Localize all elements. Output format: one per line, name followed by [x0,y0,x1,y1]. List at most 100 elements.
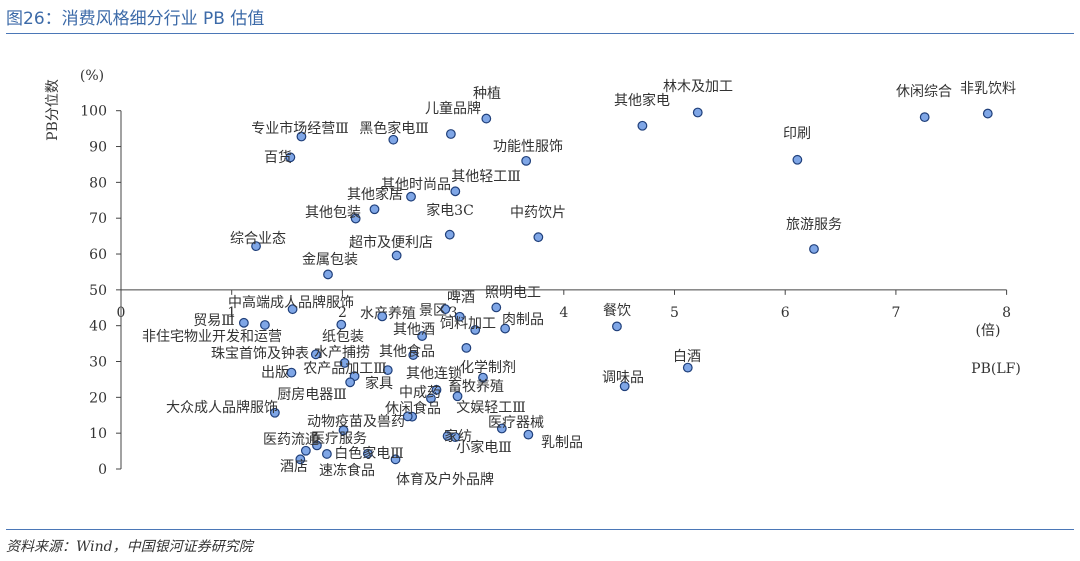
point-label: 厨房电器Ⅲ [277,387,347,403]
y-tick-label: 60 [89,247,107,263]
data-point [251,241,261,252]
point-label: 中高端成人品牌服饰 [228,294,354,311]
data-point [238,317,249,328]
data-point [692,107,703,118]
x-tick-label: 7 [891,305,900,321]
data-point [792,154,803,165]
data-point [470,325,481,335]
point-label: 印刷 [783,126,811,142]
y-tick-label: 30 [89,355,107,371]
data-point [426,393,436,404]
point-label: 珠宝首饰及钟表 [211,345,309,362]
point-label: 超市及便利店 [349,234,433,251]
point-label: 中成药 [399,385,441,401]
point-label: 中药饮片 [510,205,566,221]
point-label: 贸易Ⅲ [193,313,235,329]
y-tick-label: 40 [89,319,107,335]
data-point [287,304,298,315]
data-point [345,377,356,388]
point-label: 其他家居 [347,186,403,203]
point-label: 动物疫苗及兽药 [307,414,405,430]
data-point [310,349,321,360]
data-point [390,454,401,465]
data-point [496,423,507,434]
y-tick-label: 0 [98,462,107,478]
point-label: 医疗器械 [488,415,544,431]
data-point [339,358,350,368]
point-label: 大众成人品牌服饰 [166,399,278,416]
x-tick-label: 3 [449,305,458,321]
data-point [369,204,380,215]
point-label: 综合业态 [230,231,286,247]
data-point [637,120,648,131]
data-point [491,302,502,313]
x-axis-label: PB(LF) [971,361,1021,377]
data-point [682,362,693,373]
data-point [809,244,819,254]
point-label: 家具 [365,375,393,392]
figure-title: 图26：消费风格细分行业 PB 估值 [6,9,265,29]
data-point [300,445,311,456]
data-point [402,411,413,422]
point-label: 肉制品 [502,312,544,328]
x-axis-unit: (倍) [976,323,1001,339]
point-label: 其他食品 [379,343,435,360]
point-label: 家纺 [444,428,472,445]
data-point [382,365,393,376]
data-point [336,319,347,330]
point-label: 医疗服务 [311,431,367,447]
data-point [452,391,463,402]
point-label: 照明电工 [485,285,541,301]
point-label: 酒店 [280,459,308,475]
chart-points [238,107,993,465]
data-point [982,108,993,119]
data-point [312,440,322,451]
point-label: 其他连锁 [406,366,462,382]
point-label: 非乳饮料 [960,81,1016,97]
data-point [338,425,349,436]
y-tick-label: 90 [89,140,107,156]
point-label: 林木及加工 [663,79,733,95]
point-label: 旅游服务 [786,217,842,233]
y-tick-label: 80 [89,175,107,191]
point-label: 水产养殖 [360,305,416,322]
source-rule [6,529,1074,530]
data-point [388,134,399,145]
title-rule [6,33,1074,34]
x-tick-label: 8 [1002,305,1011,321]
point-label: 白色家电Ⅲ [334,445,404,462]
data-point [450,186,461,197]
y-tick-label: 50 [89,283,107,299]
point-label: 功能性服饰 [493,139,563,155]
point-label: 水产捕捞 [314,345,370,361]
data-point [521,155,532,166]
point-label: 白酒 [673,349,701,365]
point-label: 小家电Ⅲ [456,439,512,456]
data-point [406,191,416,202]
data-point [417,331,428,341]
data-point [444,229,455,240]
data-point [454,311,465,322]
point-label: 专业市场经营Ⅲ [251,120,349,137]
y-axis-unit: (%) [80,68,104,84]
point-label: 农产品加工Ⅲ [303,361,387,377]
x-tick-label: 0 [117,305,126,321]
point-label: 医药流通 [263,432,319,448]
y-axis-label: PB分位数 [45,79,61,141]
point-label: 种植 [473,86,501,102]
y-tick-label: 10 [89,426,107,442]
point-label: 百货 [264,149,292,166]
point-label: 乳制品 [541,435,583,451]
data-point [323,269,333,280]
data-point [408,350,419,360]
point-label: 金属包装 [302,252,358,268]
point-label: 纸包装 [322,329,364,345]
point-label: 黑色家电Ⅲ [359,120,429,137]
point-label: 啤酒 [447,290,475,306]
data-point [533,232,544,243]
data-point [612,321,622,332]
data-point [619,381,630,392]
y-tick-label: 70 [89,211,107,227]
point-label: 其他酒 [393,322,435,338]
